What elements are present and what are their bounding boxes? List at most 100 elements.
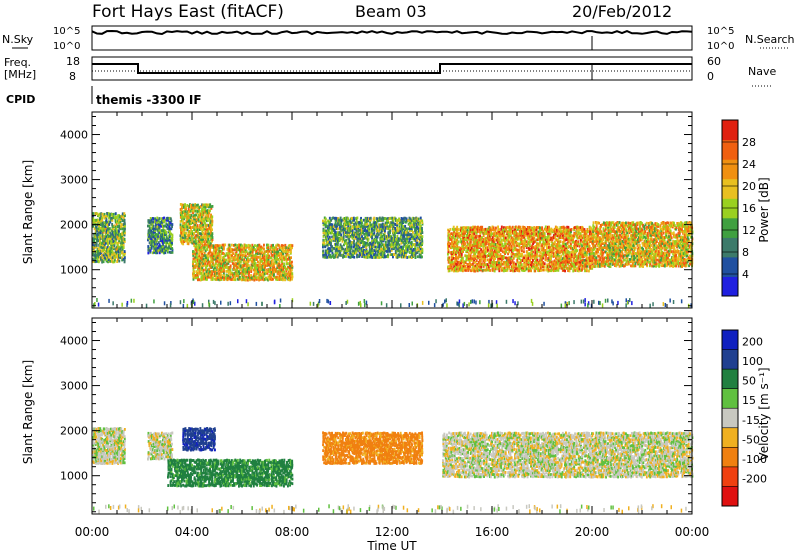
power-cell	[266, 259, 268, 263]
power-cell	[278, 266, 281, 270]
power-cell	[120, 216, 123, 220]
power-cell	[195, 249, 198, 253]
power-cell	[546, 263, 549, 267]
power-cell	[198, 213, 201, 217]
power-cell	[408, 244, 411, 248]
power-cell	[104, 235, 107, 239]
power-cell	[452, 262, 454, 266]
power-cell	[283, 273, 285, 277]
power-cell	[483, 250, 486, 254]
power-cell	[223, 243, 225, 247]
power-cell	[534, 254, 537, 258]
power-cell	[157, 231, 160, 234]
power-cell	[194, 236, 197, 240]
power-cell	[257, 276, 260, 279]
power-cell	[514, 233, 516, 237]
power-cell	[344, 239, 346, 243]
power-cell	[287, 246, 290, 250]
power-cell	[107, 231, 109, 234]
power-cell	[368, 231, 371, 235]
power-cell	[512, 252, 514, 256]
power-cell	[212, 250, 215, 254]
power-cell	[182, 203, 184, 207]
power-cell	[337, 241, 339, 244]
power-cell	[278, 276, 281, 280]
power-cell	[167, 246, 170, 250]
power-cell	[340, 220, 343, 224]
power-cell	[470, 256, 472, 260]
power-cell	[104, 239, 107, 243]
power-cell	[355, 222, 358, 226]
power-cell	[120, 241, 122, 245]
power-cell	[393, 216, 396, 220]
power-cell	[114, 212, 117, 216]
power-cell	[405, 244, 408, 248]
power-cell	[455, 256, 457, 260]
power-cell	[267, 257, 270, 261]
power-cell	[550, 252, 553, 256]
power-cell	[550, 248, 553, 252]
power-cell	[414, 243, 416, 246]
power-cell	[188, 210, 191, 213]
power-cell	[230, 243, 233, 247]
power-cell	[230, 278, 233, 281]
power-cell	[386, 223, 388, 226]
power-cell	[155, 232, 157, 236]
power-cell	[247, 258, 249, 261]
power-cell	[349, 247, 352, 251]
power-cell	[480, 230, 483, 234]
power-cell	[263, 252, 266, 256]
power-cell	[107, 235, 110, 238]
power-cell	[545, 244, 548, 248]
power-cell	[380, 241, 383, 244]
power-cell	[324, 255, 327, 259]
power-cell	[220, 274, 223, 277]
power-cell	[179, 208, 182, 211]
power-cell	[210, 270, 213, 273]
power-cell	[363, 229, 366, 232]
power-cell	[201, 232, 203, 236]
power-cell	[257, 264, 260, 267]
power-cell	[506, 232, 509, 235]
power-cell	[327, 228, 330, 232]
power-cell	[171, 241, 173, 244]
power-cell	[239, 246, 241, 250]
power-cell	[100, 235, 103, 239]
power-cell	[523, 250, 525, 254]
power-cell	[189, 232, 192, 236]
power-cell	[191, 230, 194, 233]
power-cell	[500, 240, 503, 244]
power-cell	[351, 236, 354, 240]
power-cell	[531, 266, 534, 270]
power-cell	[246, 262, 249, 266]
power-cell	[361, 236, 363, 240]
power-cell	[517, 232, 520, 236]
power-cell	[273, 248, 276, 252]
power-cell	[240, 253, 242, 257]
power-cell	[266, 277, 268, 281]
power-cell	[94, 243, 97, 247]
power-cell	[164, 233, 166, 236]
power-cell	[542, 263, 545, 267]
noise-tick-right-top: 10^5	[707, 26, 734, 37]
power-cell	[455, 238, 458, 242]
power-cell	[374, 253, 377, 257]
power-cell	[109, 220, 112, 224]
power-cell	[350, 244, 353, 248]
power-cell	[291, 265, 294, 269]
power-cell	[543, 242, 546, 245]
power-cell	[493, 228, 495, 232]
power-cell	[453, 262, 456, 266]
power-cell	[102, 245, 105, 249]
power-cell	[508, 266, 511, 270]
power-cell	[114, 229, 117, 233]
power-cell	[403, 237, 405, 241]
power-cell	[243, 272, 246, 275]
power-cell	[258, 268, 260, 271]
power-cell	[380, 227, 382, 231]
power-cell	[261, 270, 264, 274]
power-cell	[249, 244, 252, 248]
power-cell	[328, 235, 331, 239]
power-cell	[360, 241, 363, 245]
power-cell	[250, 246, 253, 250]
